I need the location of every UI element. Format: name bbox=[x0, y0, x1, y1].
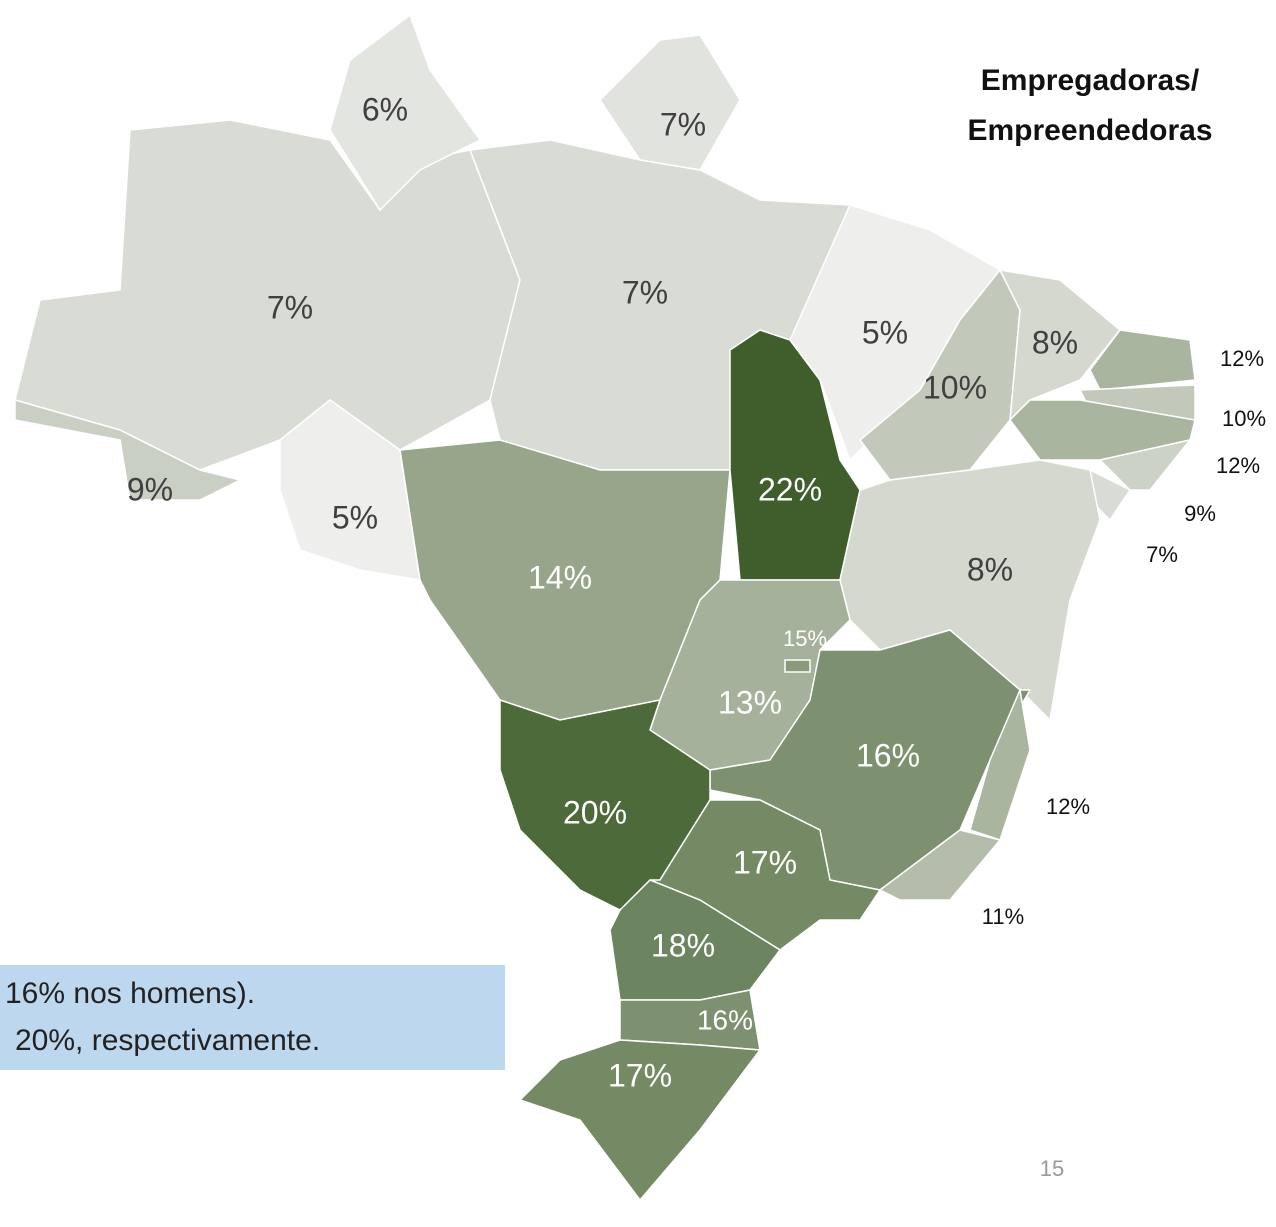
title-line: Empreendedoras bbox=[967, 114, 1212, 147]
region bbox=[1098, 438, 1192, 491]
region-label: 17% bbox=[733, 844, 797, 880]
page-number: 15 bbox=[1040, 1156, 1064, 1181]
region-label: 10% bbox=[923, 369, 987, 405]
region bbox=[729, 329, 861, 581]
region-label: 16% bbox=[856, 737, 920, 773]
region-label: 22% bbox=[758, 471, 822, 507]
region bbox=[969, 687, 1031, 841]
region-label: 12% bbox=[1220, 346, 1264, 371]
region-label: 14% bbox=[528, 559, 592, 595]
region-label: 5% bbox=[332, 499, 378, 535]
regions bbox=[14, 13, 1196, 1202]
region bbox=[1089, 329, 1196, 391]
region-label: 15% bbox=[783, 626, 827, 651]
region-label: 13% bbox=[718, 684, 782, 720]
note-line: 20%, respectivamente. bbox=[15, 1024, 320, 1057]
note-box bbox=[0, 965, 505, 1070]
region-label: 10% bbox=[1222, 406, 1266, 431]
region bbox=[998, 269, 1122, 422]
region-label: 12% bbox=[1046, 794, 1090, 819]
region-label: 11% bbox=[982, 904, 1024, 929]
note-line: 16% nos homens). bbox=[5, 977, 255, 1010]
labels: 7%6% 7%7%9%5%14%22%5%10%8% 12%10%12%9%7%8%… bbox=[127, 91, 1266, 1093]
region-label: 9% bbox=[127, 471, 173, 507]
region-label: 20% bbox=[563, 794, 627, 830]
title-line: Empregadoras/ bbox=[981, 64, 1200, 97]
region bbox=[599, 34, 741, 171]
region-label: 9% bbox=[1184, 501, 1216, 526]
region bbox=[279, 399, 421, 581]
region bbox=[14, 399, 243, 501]
region-label: 8% bbox=[1032, 324, 1078, 360]
region-label: 12% bbox=[1216, 453, 1260, 478]
region bbox=[878, 829, 1002, 901]
region bbox=[1009, 399, 1196, 461]
region bbox=[784, 659, 811, 673]
region-label: 8% bbox=[967, 551, 1013, 587]
region-label: 16% bbox=[697, 1004, 753, 1035]
region bbox=[329, 13, 482, 212]
region-label: 5% bbox=[862, 314, 908, 350]
region-label: 7% bbox=[267, 289, 313, 325]
region-label: 7% bbox=[1146, 542, 1178, 567]
region bbox=[518, 1039, 762, 1202]
region-label: 18% bbox=[651, 927, 715, 963]
region-label: 7% bbox=[660, 106, 706, 142]
region bbox=[839, 459, 1101, 722]
region-label: 17% bbox=[608, 1057, 672, 1093]
region-label: 7% bbox=[622, 274, 668, 310]
region-label: 6% bbox=[362, 91, 408, 127]
